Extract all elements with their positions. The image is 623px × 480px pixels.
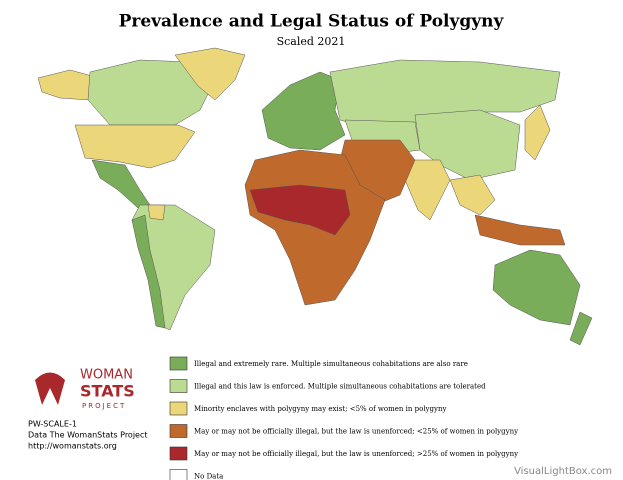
source: Data The WomanStats Project <box>28 431 148 440</box>
legend-swatch <box>169 356 188 371</box>
southeast-asia <box>449 174 496 216</box>
logo-line1: WOMAN <box>80 368 133 383</box>
canada <box>87 59 216 126</box>
alaska <box>37 69 93 101</box>
legend-swatch <box>169 469 188 480</box>
legend-swatch <box>169 401 188 416</box>
legend-swatch <box>169 424 188 438</box>
logo: WOMAN STATS PROJECT <box>35 368 135 410</box>
australia <box>492 249 581 326</box>
watermark: VisualLightBox.com <box>514 466 612 477</box>
logo-line3: PROJECT <box>82 402 126 410</box>
legend-label: May or may not be officially illegal, bu… <box>194 428 518 436</box>
andes <box>131 214 166 329</box>
legend: Illegal and extremely rare. Multiple sim… <box>169 356 518 480</box>
logo-line2: STATS <box>80 382 135 401</box>
europe <box>261 71 346 151</box>
legend-swatch <box>169 446 188 461</box>
sahel <box>249 184 351 236</box>
url: http://womanstats.org <box>28 442 117 451</box>
india <box>404 159 451 221</box>
legend-label: Minority enclaves with polygyny may exis… <box>194 405 446 413</box>
venezuela <box>147 204 166 221</box>
title: Prevalence and Legal Status of Polygyny <box>119 12 505 32</box>
new-zealand <box>569 311 593 346</box>
indonesia <box>474 214 566 246</box>
subtitle: Scaled 2021 <box>277 35 346 48</box>
code: PW-SCALE-1 <box>28 420 77 429</box>
legend-swatch <box>169 379 188 393</box>
legend-label: Illegal and this law is enforced. Multip… <box>194 383 486 391</box>
mexico <box>91 159 151 209</box>
world-map <box>37 47 593 346</box>
usa <box>74 124 196 169</box>
greenland <box>174 47 246 101</box>
legend-label: Illegal and extremely rare. Multiple sim… <box>194 360 468 368</box>
logo-icon <box>35 372 65 405</box>
japan <box>524 104 551 161</box>
legend-label: No Data <box>194 473 223 480</box>
legend-label: May or may not be officially illegal, bu… <box>194 450 518 458</box>
